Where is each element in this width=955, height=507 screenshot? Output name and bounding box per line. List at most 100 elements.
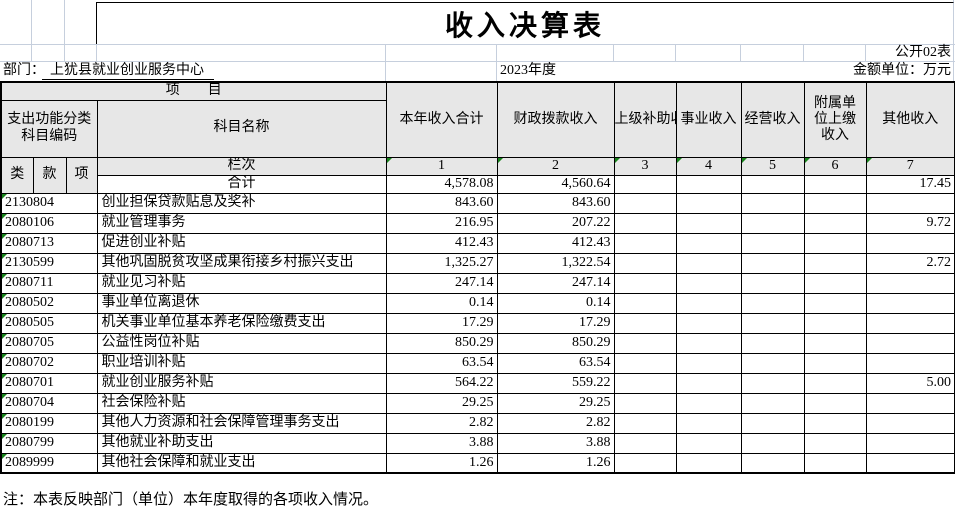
value-cell: 9.72 bbox=[865, 212, 955, 234]
value-cell bbox=[865, 232, 955, 254]
value-cell bbox=[803, 192, 867, 214]
gridline-v bbox=[64, 0, 65, 62]
value-cell bbox=[613, 232, 677, 254]
value-cell bbox=[613, 392, 677, 414]
income-table: 项 目 本年收入合计 财政拨款收入 上级补助收入 事业收入 经营收入 附属单位上… bbox=[0, 81, 955, 474]
value-cell bbox=[740, 452, 805, 474]
value-cell bbox=[865, 412, 955, 434]
value-cell: 2.72 bbox=[865, 252, 955, 274]
subject-name-cell: 其他就业补助支出 bbox=[96, 432, 387, 454]
value-cell bbox=[803, 292, 867, 314]
subject-name-cell: 职业培训补贴 bbox=[96, 352, 387, 374]
value-cell: 247.14 bbox=[496, 272, 615, 294]
table-row: 2080702 职业培训补贴 63.54 63.54 bbox=[0, 352, 955, 374]
value-cell bbox=[803, 272, 867, 294]
function-code-cell: 2080702 bbox=[0, 352, 98, 374]
value-cell: 17.29 bbox=[385, 312, 498, 334]
value-cell bbox=[613, 412, 677, 434]
function-code-cell: 2080799 bbox=[0, 432, 98, 454]
value-cell bbox=[803, 212, 867, 234]
col-number: 6 bbox=[803, 156, 867, 176]
value-cell bbox=[675, 252, 742, 274]
value-cell: 1,325.27 bbox=[385, 252, 498, 274]
table-row: 2080799 其他就业补助支出 3.88 3.88 bbox=[0, 432, 955, 454]
value-cell bbox=[740, 212, 805, 234]
col-number: 4 bbox=[675, 156, 742, 176]
table-row: 2080704 社会保险补贴 29.25 29.25 bbox=[0, 392, 955, 414]
subject-name-cell: 促进创业补贴 bbox=[96, 232, 387, 254]
total-value: 4,578.08 bbox=[385, 174, 498, 194]
value-cell bbox=[675, 452, 742, 474]
value-cell bbox=[613, 292, 677, 314]
value-cell bbox=[740, 432, 805, 454]
value-cell bbox=[740, 232, 805, 254]
function-code-cell: 2080713 bbox=[0, 232, 98, 254]
table-row: 2080199 其他人力资源和社会保障管理事务支出 2.82 2.82 bbox=[0, 412, 955, 434]
value-cell: 63.54 bbox=[385, 352, 498, 374]
gridline-v bbox=[865, 44, 866, 62]
value-cell: 5.00 bbox=[865, 372, 955, 394]
table-row: 2130804 创业担保贷款贴息及奖补 843.60 843.60 bbox=[0, 192, 955, 214]
value-cell bbox=[803, 352, 867, 374]
function-code-cell: 2080106 bbox=[0, 212, 98, 234]
value-cell: 1.26 bbox=[496, 452, 615, 474]
fiscal-year: 2023年度 bbox=[500, 63, 556, 78]
value-cell bbox=[803, 392, 867, 414]
value-cell: 843.60 bbox=[385, 192, 498, 214]
table-code-row: 公开02表 bbox=[0, 44, 954, 62]
value-cell bbox=[865, 312, 955, 334]
value-cell: 29.25 bbox=[496, 392, 615, 414]
value-cell bbox=[740, 192, 805, 214]
value-cell: 17.29 bbox=[496, 312, 615, 334]
value-cell bbox=[613, 332, 677, 354]
subject-name-cell: 公益性岗位补贴 bbox=[96, 332, 387, 354]
value-cell bbox=[803, 332, 867, 354]
value-cell bbox=[613, 272, 677, 294]
col-number: 5 bbox=[740, 156, 805, 176]
value-cell bbox=[675, 372, 742, 394]
table-row: 2080505 机关事业单位基本养老保险缴费支出 17.29 17.29 bbox=[0, 312, 955, 334]
total-value bbox=[740, 174, 805, 194]
subject-name-cell: 事业单位离退休 bbox=[96, 292, 387, 314]
col-number: 7 bbox=[865, 156, 955, 176]
value-cell bbox=[675, 392, 742, 414]
value-cell: 3.88 bbox=[496, 432, 615, 454]
value-cell bbox=[613, 312, 677, 334]
subject-name-cell: 其他社会保障和就业支出 bbox=[96, 452, 387, 474]
col-class-header: 类 bbox=[0, 156, 34, 194]
table-row: 2089999 其他社会保障和就业支出 1.26 1.26 bbox=[0, 452, 955, 474]
value-cell: 216.95 bbox=[385, 212, 498, 234]
subject-name-header: 科目名称 bbox=[96, 99, 387, 158]
value-cell bbox=[865, 392, 955, 414]
gridline-v bbox=[675, 44, 676, 62]
function-code-cell: 2130804 bbox=[0, 192, 98, 214]
col-header-total-income: 本年收入合计 bbox=[385, 81, 498, 158]
amount-unit: 金额单位：万元 bbox=[853, 63, 951, 78]
table-code: 公开02表 bbox=[895, 45, 951, 60]
value-cell bbox=[740, 252, 805, 274]
value-cell: 412.43 bbox=[385, 232, 498, 254]
value-cell: 0.14 bbox=[385, 292, 498, 314]
value-cell bbox=[740, 272, 805, 294]
total-value bbox=[613, 174, 677, 194]
function-code-cell: 2130599 bbox=[0, 252, 98, 274]
subject-name-cell: 社会保险补贴 bbox=[96, 392, 387, 414]
col-section-header: 款 bbox=[32, 156, 67, 194]
gridline-v bbox=[385, 44, 386, 81]
subject-name-cell: 创业担保贷款贴息及奖补 bbox=[96, 192, 387, 214]
subject-name-cell: 就业创业服务补贴 bbox=[96, 372, 387, 394]
table-row: 2080713 促进创业补贴 412.43 412.43 bbox=[0, 232, 955, 254]
value-cell bbox=[675, 212, 742, 234]
department-label: 部门： bbox=[3, 63, 45, 78]
value-cell bbox=[740, 352, 805, 374]
table-row: 2080106 就业管理事务 216.95 207.22 9.72 bbox=[0, 212, 955, 234]
value-cell: 559.22 bbox=[496, 372, 615, 394]
col-header-affiliated-units: 附属单位上缴收入 bbox=[803, 81, 867, 158]
value-cell: 3.88 bbox=[385, 432, 498, 454]
table-row: 2080705 公益性岗位补贴 850.29 850.29 bbox=[0, 332, 955, 354]
table-row: 2080701 就业创业服务补贴 564.22 559.22 5.00 bbox=[0, 372, 955, 394]
value-cell bbox=[865, 432, 955, 454]
col-header-fiscal-appropriation: 财政拨款收入 bbox=[496, 81, 615, 158]
value-cell: 247.14 bbox=[385, 272, 498, 294]
